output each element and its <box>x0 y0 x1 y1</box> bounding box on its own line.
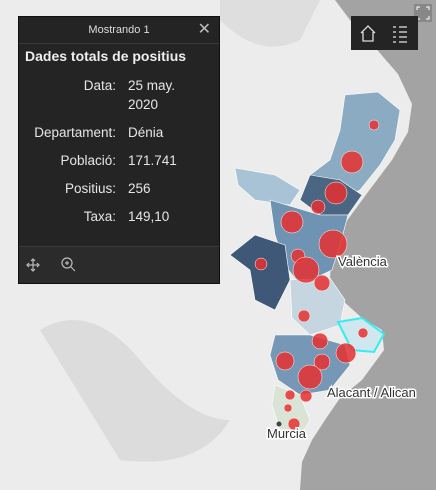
circle[interactable] <box>368 119 380 131</box>
field-row: Data: 25 may. 2020 <box>19 76 206 123</box>
circle[interactable] <box>313 274 331 292</box>
toolbar-icons <box>360 25 407 43</box>
field-row: Departament: Dénia <box>19 123 206 151</box>
zoom-button[interactable] <box>61 257 76 272</box>
field-label: Positius: <box>64 181 116 196</box>
field-row: Taxa: 149,10 <box>19 207 206 235</box>
fullscreen-button[interactable] <box>414 4 432 22</box>
popup-count: Mostrando 1 <box>88 24 150 36</box>
circle[interactable] <box>254 257 268 271</box>
circle[interactable] <box>324 181 348 205</box>
field-row: Població: 171.741 <box>19 151 206 179</box>
home-button[interactable] <box>360 25 376 42</box>
field-label: Població: <box>60 153 116 168</box>
circle[interactable] <box>311 332 329 350</box>
field-value: 171.741 <box>128 153 177 168</box>
circle[interactable] <box>340 150 364 174</box>
place-label: Murcia <box>267 426 307 441</box>
field-value: 25 may. 2020 <box>128 78 176 112</box>
popup-title: Dades totals de positius <box>25 48 187 64</box>
popup-actions <box>19 246 219 283</box>
action-icons <box>26 257 76 272</box>
close-button[interactable]: ✕ <box>197 21 211 38</box>
field-label: Data: <box>83 78 116 93</box>
circle[interactable] <box>283 403 293 413</box>
fullscreen-icon <box>416 6 430 20</box>
relief <box>220 0 320 47</box>
toolbar <box>351 16 418 50</box>
circle[interactable] <box>318 229 348 259</box>
attribute-table: Data: 25 may. 2020 Departament: Dénia Poblac… <box>19 76 206 235</box>
popup-header: Mostrando 1 ✕ <box>19 17 219 44</box>
circle[interactable] <box>357 327 369 339</box>
pan-button[interactable] <box>26 258 40 272</box>
place-label: Alacant / Alican <box>327 385 416 400</box>
region <box>234 167 301 206</box>
legend-button[interactable] <box>393 26 407 43</box>
relief <box>40 320 230 462</box>
field-value: 149,10 <box>128 209 170 224</box>
circle[interactable] <box>292 256 320 284</box>
circle[interactable] <box>297 364 323 390</box>
circle[interactable] <box>335 342 357 364</box>
circle[interactable] <box>280 210 304 234</box>
field-value: Dénia <box>128 125 164 140</box>
region <box>229 234 291 311</box>
circle[interactable] <box>297 309 311 323</box>
circle[interactable] <box>284 389 296 401</box>
circle[interactable] <box>287 417 301 431</box>
case-circles <box>254 119 380 431</box>
sea <box>300 0 436 490</box>
city-dot <box>276 421 282 427</box>
circle[interactable] <box>313 353 331 371</box>
place-label: València <box>338 254 388 269</box>
circle[interactable] <box>275 351 295 371</box>
popup: Mostrando 1 ✕ Dades totals de positius D… <box>18 16 220 284</box>
circle[interactable] <box>310 199 326 215</box>
circle[interactable] <box>299 389 313 403</box>
field-label: Taxa: <box>83 209 116 224</box>
field-row: Positius: 256 <box>19 179 206 207</box>
field-value: 256 <box>128 181 151 196</box>
field-label: Departament: <box>34 125 116 140</box>
